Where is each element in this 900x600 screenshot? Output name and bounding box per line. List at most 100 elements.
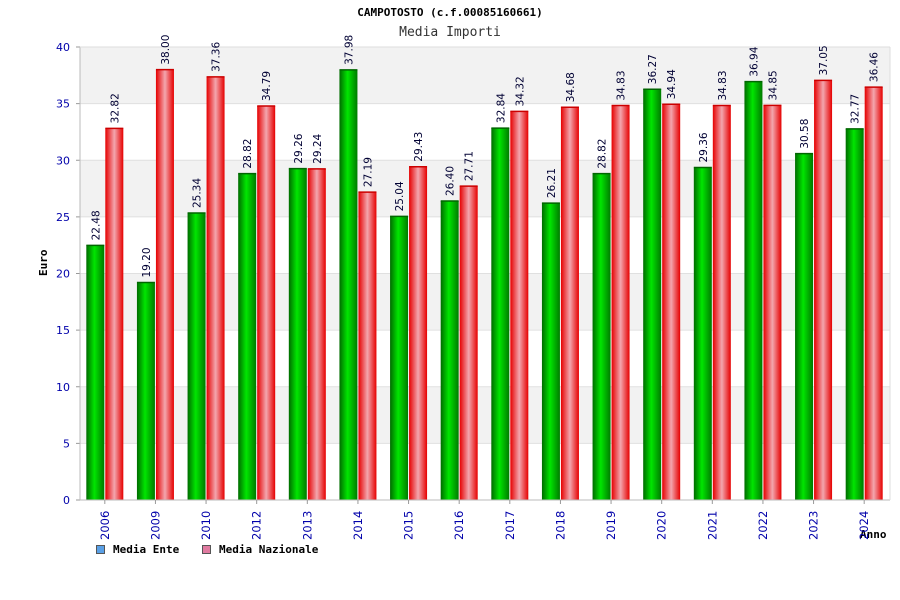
bar-media-nazionale (662, 104, 681, 500)
bar-media-ente (339, 69, 358, 501)
bar-media-ente (592, 173, 611, 500)
legend-label: Media Ente (113, 543, 180, 556)
data-label: 28.82 (597, 139, 609, 169)
bar-media-ente (693, 167, 712, 501)
y-tick-label: 40 (56, 41, 70, 54)
bar-media-nazionale (459, 186, 478, 500)
legend-item-media-nazionale: Media Nazionale (202, 543, 318, 556)
data-label: 34.94 (666, 69, 678, 99)
x-tick-label: 2021 (705, 511, 719, 540)
data-label: 30.58 (799, 119, 811, 149)
data-label: 38.00 (160, 35, 172, 65)
data-label: 22.48 (90, 210, 102, 240)
data-label: 27.71 (464, 151, 476, 181)
x-tick-label: 2013 (300, 511, 314, 540)
data-label: 37.36 (211, 42, 223, 72)
x-tick-label: 2006 (98, 511, 112, 540)
bar-media-nazionale (510, 111, 529, 501)
data-label: 34.68 (565, 72, 577, 102)
data-label: 36.94 (748, 46, 760, 76)
legend-item-media-ente: Media Ente (96, 543, 179, 556)
y-tick-label: 0 (63, 494, 70, 507)
bar-media-nazionale (864, 87, 883, 500)
x-tick-label: 2017 (503, 511, 517, 540)
x-tick-label: 2018 (553, 511, 567, 540)
data-label: 34.85 (767, 70, 779, 100)
x-tick-label: 2014 (351, 511, 365, 540)
data-label: 28.82 (242, 139, 254, 169)
legend-label: Media Nazionale (219, 543, 319, 556)
bar-media-nazionale (105, 128, 124, 500)
data-label: 36.46 (869, 52, 881, 82)
bar-media-ente (288, 168, 307, 500)
x-tick-label: 2024 (857, 511, 871, 540)
bar-media-ente (795, 153, 814, 500)
y-tick-label: 20 (56, 268, 70, 281)
bar-media-ente (643, 89, 662, 500)
bar-media-ente (136, 282, 155, 500)
data-label: 26.40 (445, 166, 457, 196)
data-label: 32.82 (109, 93, 121, 123)
bar-media-ente (491, 128, 510, 500)
chart-title: CAMPOTOSTO (c.f.00085160661) (357, 6, 543, 19)
bar-media-ente (187, 213, 206, 500)
bar-media-ente (541, 203, 560, 500)
data-label: 36.27 (647, 54, 659, 84)
data-label: 25.34 (192, 178, 204, 208)
data-label: 29.36 (698, 132, 710, 162)
bar-media-nazionale (358, 192, 377, 501)
bar-media-nazionale (307, 168, 326, 500)
x-tick-label: 2015 (402, 511, 416, 540)
x-tick-label: 2023 (807, 511, 821, 540)
data-label: 32.84 (495, 93, 507, 123)
data-label: 34.83 (717, 70, 729, 100)
chart-subtitle: Media Importi (399, 25, 501, 40)
data-label: 27.19 (362, 157, 374, 187)
bar-media-ente (744, 81, 763, 500)
data-label: 29.26 (293, 133, 305, 163)
y-tick-label: 25 (56, 211, 70, 224)
data-label: 37.98 (343, 35, 355, 65)
data-label: 34.83 (616, 70, 628, 100)
bar-media-nazionale (611, 105, 630, 501)
data-label: 26.21 (546, 168, 558, 198)
data-label: 29.43 (413, 132, 425, 162)
bar-media-ente (238, 173, 257, 500)
bar-media-nazionale (712, 105, 731, 501)
bar-media-nazionale (409, 166, 428, 500)
y-tick-label: 5 (63, 437, 70, 450)
x-tick-label: 2010 (199, 511, 213, 540)
data-label: 29.24 (312, 133, 324, 163)
bar-media-nazionale (257, 106, 276, 501)
bar-media-ente (440, 201, 459, 500)
data-label: 19.20 (141, 247, 153, 277)
legend-swatch (202, 545, 211, 554)
x-tick-label: 2009 (148, 511, 162, 540)
y-tick-label: 35 (56, 98, 70, 111)
y-tick-label: 10 (56, 381, 70, 394)
x-tick-label: 2019 (604, 511, 618, 540)
bar-media-nazionale (560, 107, 579, 501)
data-label: 37.05 (818, 45, 830, 75)
bar-media-ente (845, 128, 864, 500)
bar-media-ente (390, 216, 409, 500)
legend-swatch (96, 545, 105, 554)
bar-media-nazionale (206, 76, 225, 500)
data-label: 34.79 (261, 71, 273, 101)
y-tick-label: 15 (56, 324, 70, 337)
x-axis-label: Anno (860, 528, 887, 541)
data-label: 25.04 (394, 181, 406, 211)
x-tick-label: 2012 (250, 511, 264, 540)
bar-media-nazionale (155, 69, 174, 501)
x-tick-label: 2020 (655, 511, 669, 540)
x-tick-label: 2022 (756, 511, 770, 540)
data-label: 32.77 (850, 94, 862, 124)
y-tick-label: 30 (56, 154, 70, 167)
bar-media-nazionale (814, 80, 833, 500)
data-label: 34.32 (514, 76, 526, 106)
bar-media-nazionale (763, 105, 782, 500)
bar-media-ente (86, 245, 105, 500)
x-tick-label: 2016 (452, 511, 466, 540)
